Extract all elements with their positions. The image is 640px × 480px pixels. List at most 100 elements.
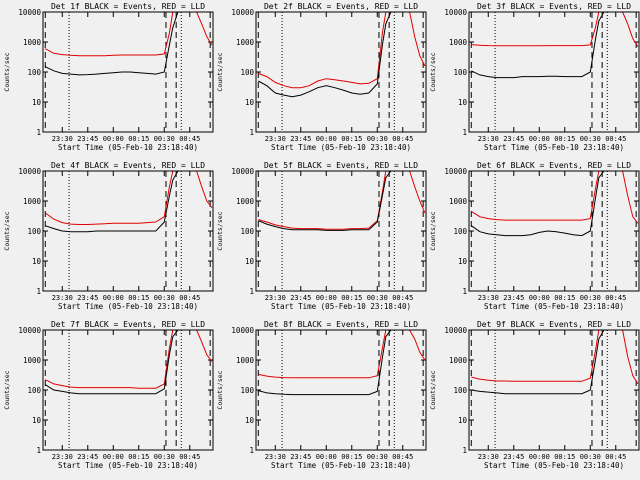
x-tick-label: 23:45 bbox=[503, 294, 524, 302]
y-tick-label: 1000 bbox=[449, 356, 468, 365]
x-tick-label: 23:45 bbox=[503, 135, 524, 143]
panel-det-7: Det 7f BLACK = Events, RED = LLD Counts/s… bbox=[3, 320, 214, 470]
x-tick-label: 00:30 bbox=[367, 453, 388, 461]
y-tick-label: 1 bbox=[36, 287, 41, 296]
x-tick-label: 00:45 bbox=[179, 294, 200, 302]
x-tick-label: 00:15 bbox=[128, 135, 149, 143]
events-series-line bbox=[471, 329, 638, 395]
lld-series-line bbox=[258, 11, 426, 89]
x-tick-label: 23:45 bbox=[290, 453, 311, 461]
x-tick-label: 00:00 bbox=[103, 453, 124, 461]
y-tick-label: 1 bbox=[462, 128, 467, 137]
y-tick-label: 1000 bbox=[23, 197, 42, 206]
y-tick-label: 10000 bbox=[444, 167, 467, 176]
events-series-line bbox=[45, 11, 212, 76]
x-axis-label: Start Time (05-Feb-10 23:18:40) bbox=[271, 143, 411, 152]
x-tick-label: 00:45 bbox=[179, 135, 200, 143]
y-tick-label: 1 bbox=[462, 446, 467, 455]
y-tick-label: 10000 bbox=[231, 326, 254, 335]
x-tick-label: 00:00 bbox=[316, 294, 337, 302]
x-tick-label: 00:15 bbox=[128, 294, 149, 302]
x-tick-label: 00:45 bbox=[392, 453, 413, 461]
x-tick-label: 00:30 bbox=[154, 135, 175, 143]
y-tick-label: 10000 bbox=[18, 8, 41, 17]
plot-frame bbox=[42, 11, 214, 133]
panel-det-5: Det 5f BLACK = Events, RED = LLD Counts/s… bbox=[216, 161, 427, 311]
y-tick-label: 10000 bbox=[18, 167, 41, 176]
x-tick-label: 00:00 bbox=[316, 135, 337, 143]
plot-frame bbox=[255, 329, 427, 451]
plot-frame bbox=[255, 11, 427, 133]
x-tick-label: 23:45 bbox=[503, 453, 524, 461]
x-tick-label: 00:00 bbox=[103, 135, 124, 143]
x-tick-label: 00:00 bbox=[529, 294, 550, 302]
x-tick-label: 23:30 bbox=[265, 135, 286, 143]
plot-frame bbox=[42, 329, 214, 451]
y-tick-label: 100 bbox=[27, 68, 41, 77]
events-series-line bbox=[258, 329, 425, 396]
x-tick-label: 00:00 bbox=[529, 453, 550, 461]
x-tick-label: 00:45 bbox=[179, 453, 200, 461]
lld-series-line bbox=[471, 170, 639, 224]
x-tick-label: 00:30 bbox=[580, 135, 601, 143]
x-tick-label: 23:30 bbox=[265, 294, 286, 302]
y-axis-label: Counts/sec bbox=[429, 52, 437, 91]
lld-series-line bbox=[471, 329, 639, 385]
panel-det-3: Det 3f BLACK = Events, RED = LLD Counts/s… bbox=[429, 2, 640, 152]
y-tick-label: 1 bbox=[249, 446, 254, 455]
x-tick-label: 00:15 bbox=[554, 453, 575, 461]
x-tick-label: 00:15 bbox=[128, 453, 149, 461]
y-tick-label: 10000 bbox=[231, 167, 254, 176]
y-tick-label: 10 bbox=[458, 98, 468, 107]
y-tick-label: 1000 bbox=[236, 38, 255, 47]
y-tick-label: 10000 bbox=[231, 8, 254, 17]
panel-title: Det 7f BLACK = Events, RED = LLD bbox=[51, 320, 205, 329]
panel-det-9: Det 9f BLACK = Events, RED = LLD Counts/s… bbox=[429, 320, 640, 470]
y-tick-label: 10 bbox=[458, 257, 468, 266]
y-tick-label: 1 bbox=[249, 287, 254, 296]
lld-series-line bbox=[45, 11, 213, 57]
y-axis-label: Counts/sec bbox=[216, 370, 224, 409]
lld-series-line bbox=[45, 329, 213, 389]
x-tick-label: 23:45 bbox=[290, 294, 311, 302]
panel-det-6: Det 6f BLACK = Events, RED = LLD Counts/s… bbox=[429, 161, 640, 311]
y-axis-label: Counts/sec bbox=[429, 370, 437, 409]
x-axis-label: Start Time (05-Feb-10 23:18:40) bbox=[271, 302, 411, 311]
y-tick-label: 100 bbox=[27, 227, 41, 236]
y-tick-label: 10 bbox=[32, 257, 42, 266]
x-tick-label: 00:30 bbox=[154, 453, 175, 461]
y-tick-label: 1 bbox=[462, 287, 467, 296]
y-tick-label: 10000 bbox=[18, 326, 41, 335]
y-tick-label: 100 bbox=[453, 68, 467, 77]
y-tick-label: 10 bbox=[32, 416, 42, 425]
panel-det-2: Det 2f BLACK = Events, RED = LLD Counts/s… bbox=[216, 2, 427, 152]
y-tick-label: 10 bbox=[32, 98, 42, 107]
y-tick-label: 1000 bbox=[449, 38, 468, 47]
y-tick-label: 100 bbox=[240, 386, 254, 395]
y-tick-label: 10000 bbox=[444, 326, 467, 335]
events-series-line bbox=[258, 11, 425, 98]
x-tick-label: 00:15 bbox=[554, 294, 575, 302]
y-tick-label: 10 bbox=[245, 257, 255, 266]
y-tick-label: 10 bbox=[245, 98, 255, 107]
y-tick-label: 1000 bbox=[449, 197, 468, 206]
plot-frame bbox=[468, 11, 640, 133]
x-axis-label: Start Time (05-Feb-10 23:18:40) bbox=[58, 302, 198, 311]
y-axis-label: Counts/sec bbox=[216, 52, 224, 91]
x-tick-label: 23:45 bbox=[77, 294, 98, 302]
y-tick-label: 1 bbox=[249, 128, 254, 137]
y-tick-label: 1000 bbox=[236, 197, 255, 206]
x-tick-label: 00:45 bbox=[605, 294, 626, 302]
x-tick-label: 23:30 bbox=[52, 453, 73, 461]
x-tick-label: 00:45 bbox=[392, 135, 413, 143]
y-tick-label: 1 bbox=[36, 128, 41, 137]
y-tick-label: 100 bbox=[27, 386, 41, 395]
y-tick-label: 100 bbox=[453, 386, 467, 395]
x-tick-label: 23:45 bbox=[77, 135, 98, 143]
x-tick-label: 00:45 bbox=[605, 453, 626, 461]
x-tick-label: 00:15 bbox=[341, 453, 362, 461]
x-tick-label: 23:45 bbox=[290, 135, 311, 143]
x-axis-label: Start Time (05-Feb-10 23:18:40) bbox=[271, 461, 411, 470]
plot-frame bbox=[42, 170, 214, 292]
